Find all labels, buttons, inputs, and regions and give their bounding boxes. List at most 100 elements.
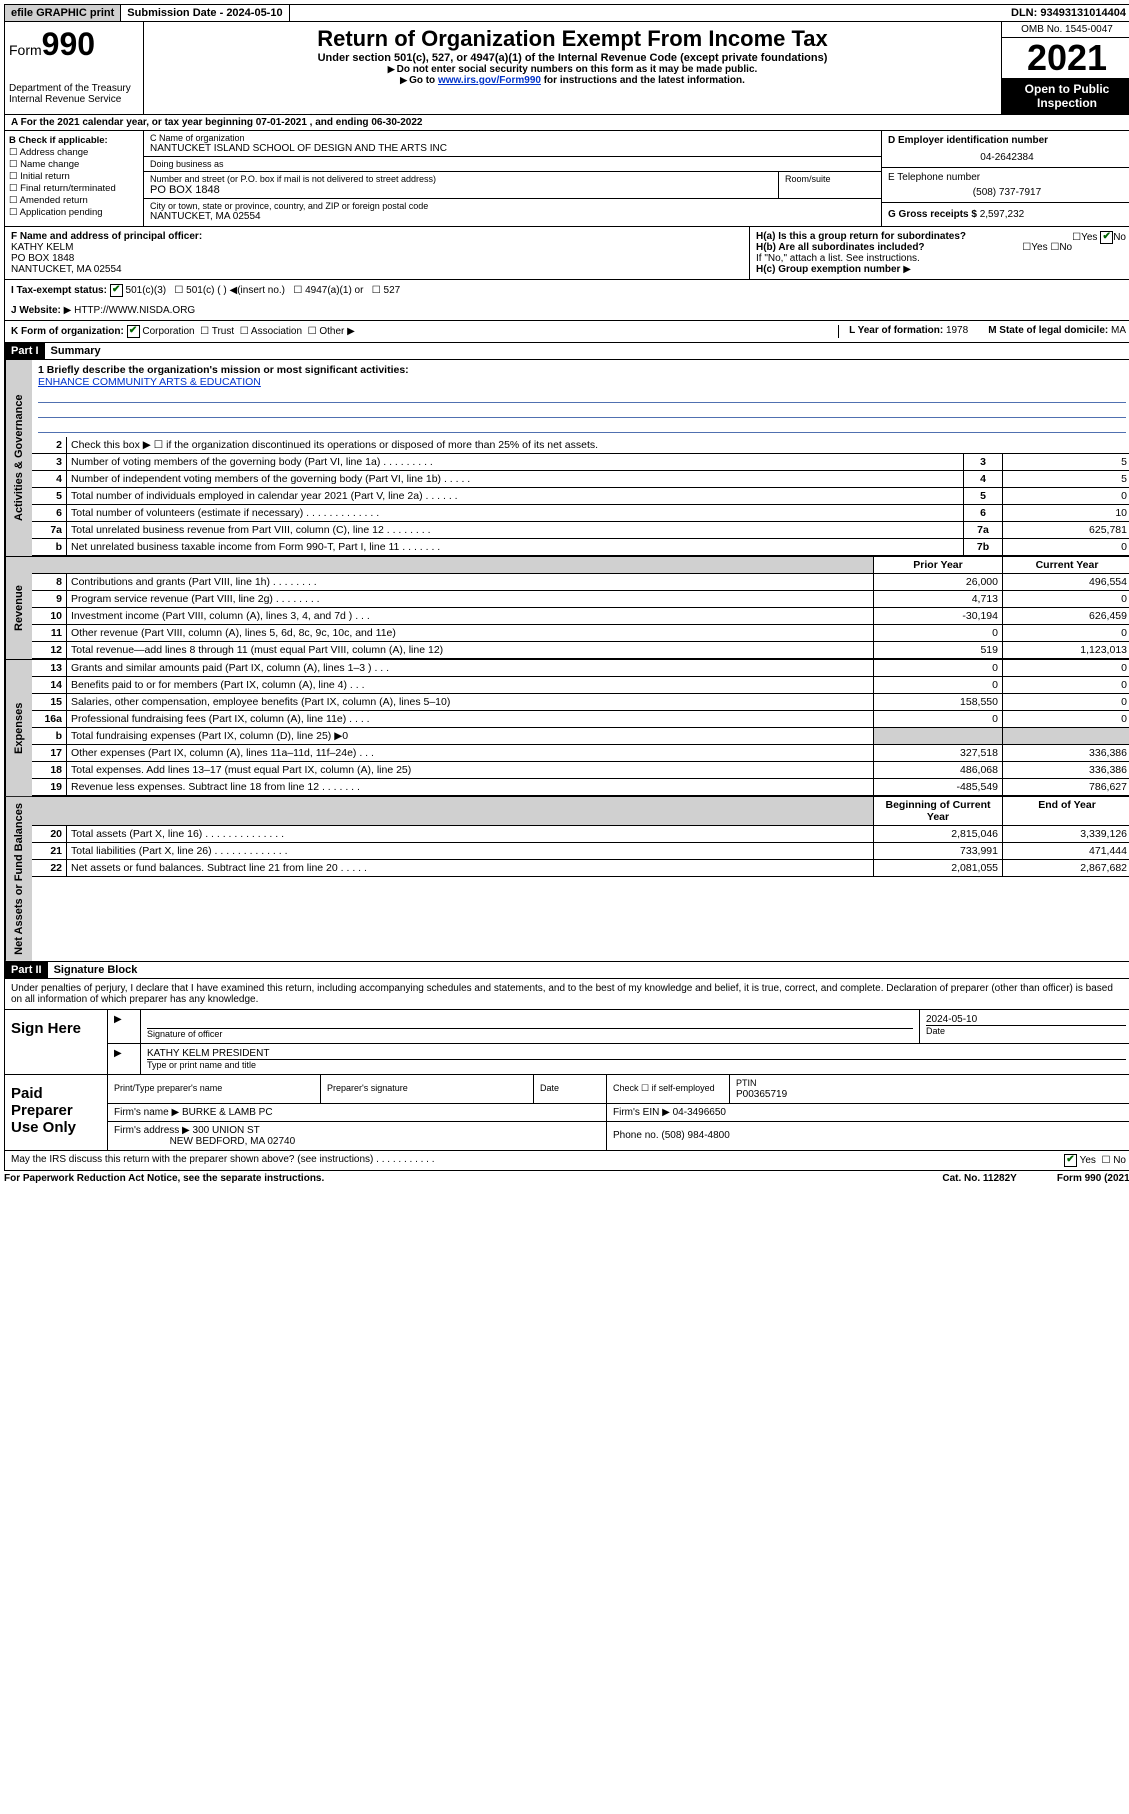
- footer-right: Form 990 (2021): [1057, 1173, 1129, 1184]
- open-to-public: Open to PublicInspection: [1002, 78, 1129, 114]
- prep-name-label: Print/Type preparer's name: [114, 1083, 222, 1093]
- form-number: 990: [42, 26, 95, 62]
- table-row: 21Total liabilities (Part X, line 26) . …: [32, 843, 1129, 860]
- table-row: 22Net assets or fund balances. Subtract …: [32, 860, 1129, 877]
- revenue-table: Prior Year Current Year 8Contributions a…: [32, 557, 1129, 659]
- header-right: OMB No. 1545-0047 2021 Open to PublicIns…: [1001, 22, 1129, 114]
- firm-phone-value: (508) 984-4800: [661, 1130, 729, 1141]
- paid-preparer-row: Paid Preparer Use Only Print/Type prepar…: [5, 1074, 1129, 1150]
- chk-final-return[interactable]: ☐ Final return/terminated: [9, 183, 139, 194]
- ein-value: 04-2642384: [888, 152, 1126, 163]
- website-label: J Website:: [11, 305, 61, 316]
- tax-exempt-label: I Tax-exempt status:: [11, 285, 107, 296]
- table-row: 12Total revenue—add lines 8 through 11 (…: [32, 642, 1129, 659]
- officer-addr1: PO BOX 1848: [11, 253, 74, 264]
- sig-date-value: 2024-05-10: [926, 1014, 977, 1025]
- chk-initial-return[interactable]: ☐ Initial return: [9, 171, 139, 182]
- website-value: HTTP://WWW.NISDA.ORG: [74, 305, 195, 316]
- form-prefix: Form: [9, 42, 42, 58]
- table-row: 11Other revenue (Part VIII, column (A), …: [32, 625, 1129, 642]
- row-i: I Tax-exempt status: ✔ 501(c)(3) ☐ 501(c…: [4, 280, 1129, 301]
- self-employed-check[interactable]: Check ☐ if self-employed: [607, 1075, 730, 1104]
- goto-prefix: Go to: [400, 75, 438, 86]
- footer-left: For Paperwork Reduction Act Notice, see …: [4, 1173, 324, 1184]
- hb-note: If "No," attach a list. See instructions…: [756, 253, 1126, 264]
- firm-addr2: NEW BEDFORD, MA 02740: [170, 1136, 296, 1147]
- discuss-yes-checked[interactable]: ✔: [1064, 1154, 1077, 1167]
- end-year-header: End of Year: [1003, 797, 1129, 826]
- mission-link[interactable]: ENHANCE COMMUNITY ARTS & EDUCATION: [38, 376, 261, 388]
- table-row: 16aProfessional fundraising fees (Part I…: [32, 711, 1129, 728]
- state-domicile-value: MA: [1111, 325, 1126, 336]
- prep-date-label: Date: [540, 1083, 559, 1093]
- org-name: NANTUCKET ISLAND SCHOOL OF DESIGN AND TH…: [150, 143, 875, 154]
- col-b-checkboxes: B Check if applicable: ☐ Address change …: [5, 131, 144, 226]
- dln-label: DLN: 93493131014404: [1005, 5, 1129, 21]
- header-mid: Return of Organization Exempt From Incom…: [144, 22, 1001, 114]
- gross-value: 2,597,232: [980, 209, 1025, 220]
- sig-name-label: Type or print name and title: [147, 1059, 1126, 1070]
- sign-here-label: Sign Here: [5, 1010, 108, 1074]
- sign-here-row: Sign Here ▶ Signature of officer 2024-05…: [5, 1009, 1129, 1074]
- chk-application-pending[interactable]: ☐ Application pending: [9, 207, 139, 218]
- section-governance: Activities & Governance 1 Briefly descri…: [4, 360, 1129, 557]
- sig-date-label: Date: [926, 1025, 1126, 1036]
- paid-preparer-table: Print/Type preparer's name Preparer's si…: [108, 1075, 1129, 1150]
- footer-mid: Cat. No. 11282Y: [942, 1173, 1016, 1184]
- omb-number: OMB No. 1545-0047: [1002, 22, 1129, 38]
- table-row: 9Program service revenue (Part VIII, lin…: [32, 591, 1129, 608]
- prep-sig-label: Preparer's signature: [327, 1083, 408, 1093]
- firm-ein-value: 04-3496650: [673, 1107, 726, 1118]
- firm-name-value: BURKE & LAMB PC: [182, 1107, 273, 1118]
- side-label-revenue: Revenue: [5, 557, 32, 659]
- irs-link[interactable]: www.irs.gov/Form990: [438, 75, 541, 86]
- efile-print-button[interactable]: efile GRAPHIC print: [5, 5, 121, 21]
- dept-label: Department of the Treasury: [9, 83, 139, 94]
- row-f-h: F Name and address of principal officer:…: [4, 227, 1129, 280]
- governance-table: 2Check this box ▶ ☐ if the organization …: [32, 437, 1129, 556]
- chk-amended-return[interactable]: ☐ Amended return: [9, 195, 139, 206]
- firm-phone-label: Phone no.: [613, 1130, 659, 1141]
- ptin-value: P00365719: [736, 1089, 787, 1100]
- form-subtitle-1: Under section 501(c), 527, or 4947(a)(1)…: [152, 52, 993, 64]
- submission-date: Submission Date - 2024-05-10: [121, 5, 289, 21]
- col-b-label: B Check if applicable:: [9, 135, 139, 146]
- ein-label: D Employer identification number: [888, 135, 1126, 146]
- form-subtitle-2: Do not enter social security numbers on …: [152, 64, 993, 75]
- hb-label: H(b) Are all subordinates included?: [756, 242, 925, 253]
- state-domicile-label: M State of legal domicile:: [988, 325, 1108, 336]
- ptin-label: PTIN: [736, 1078, 757, 1088]
- chk-corporation[interactable]: ✔: [127, 325, 140, 338]
- table-row: 10Investment income (Part VIII, column (…: [32, 608, 1129, 625]
- expenses-table: 13Grants and similar amounts paid (Part …: [32, 660, 1129, 796]
- side-label-net: Net Assets or Fund Balances: [5, 797, 32, 961]
- part2-header: Part II: [5, 962, 48, 978]
- chk-name-change[interactable]: ☐ Name change: [9, 159, 139, 170]
- row-k: K Form of organization: ✔ Corporation ☐ …: [4, 321, 1129, 343]
- hc-label: H(c) Group exemption number: [756, 264, 900, 275]
- phone-label: E Telephone number: [888, 172, 1126, 183]
- table-row: 2Check this box ▶ ☐ if the organization …: [32, 437, 1129, 454]
- sig-name-value: KATHY KELM PRESIDENT: [147, 1048, 269, 1059]
- year-formation-label: L Year of formation:: [849, 325, 943, 336]
- firm-name-label: Firm's name ▶: [114, 1107, 179, 1118]
- gross-label: G Gross receipts $: [888, 209, 977, 220]
- page-footer: For Paperwork Reduction Act Notice, see …: [4, 1171, 1129, 1186]
- mission-block: 1 Briefly describe the organization's mi…: [32, 360, 1129, 437]
- section-expenses: Expenses 13Grants and similar amounts pa…: [4, 660, 1129, 797]
- chk-address-change[interactable]: ☐ Address change: [9, 147, 139, 158]
- chk-501c3[interactable]: ✔: [110, 284, 123, 297]
- table-row: 15Salaries, other compensation, employee…: [32, 694, 1129, 711]
- section-net-assets: Net Assets or Fund Balances Beginning of…: [4, 797, 1129, 962]
- table-row: 6Total number of volunteers (estimate if…: [32, 505, 1129, 522]
- discuss-row: May the IRS discuss this return with the…: [5, 1150, 1129, 1170]
- ha-no-checked[interactable]: ✔: [1100, 231, 1113, 244]
- irs-label: Internal Revenue Service: [9, 94, 139, 105]
- part1-title: Summary: [45, 343, 107, 359]
- part1-header-row: Part I Summary: [4, 343, 1129, 360]
- firm-addr1: 300 UNION ST: [193, 1125, 260, 1136]
- prior-year-header: Prior Year: [874, 557, 1003, 574]
- net-assets-table: Beginning of Current Year End of Year 20…: [32, 797, 1129, 877]
- top-bar: efile GRAPHIC print Submission Date - 20…: [4, 4, 1129, 22]
- paid-preparer-label: Paid Preparer Use Only: [5, 1075, 108, 1150]
